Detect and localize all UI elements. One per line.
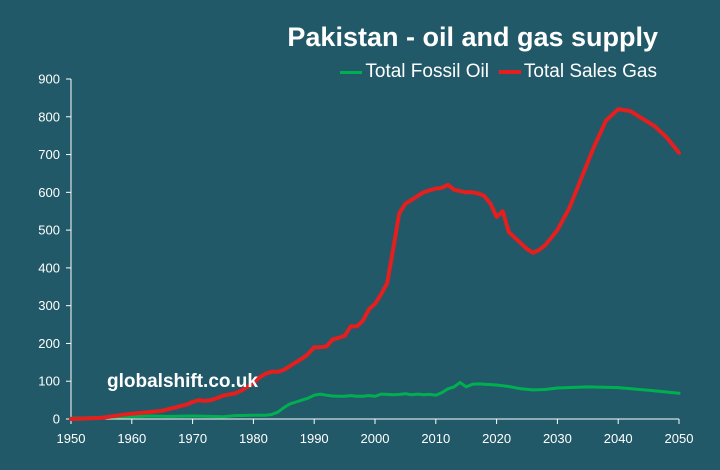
x-tick-label: 1960 xyxy=(117,431,146,446)
y-tick-label: 100 xyxy=(38,374,60,389)
x-tick-label: 2030 xyxy=(543,431,572,446)
x-tick-label: 2020 xyxy=(482,431,511,446)
legend-swatch-gas xyxy=(498,70,521,74)
legend-swatch-oil xyxy=(340,70,363,74)
legend-label-oil: Total Fossil Oil xyxy=(365,61,489,82)
x-tick-label: 2050 xyxy=(665,431,694,446)
series-line-total-fossil-oil xyxy=(69,380,681,420)
y-tick-label: 500 xyxy=(38,223,60,238)
chart-legend: Total Fossil Oil Total Sales Gas xyxy=(330,61,657,83)
watermark-text: globalshift.co.uk xyxy=(107,371,258,392)
legend-label-gas: Total Sales Gas xyxy=(523,61,657,82)
y-tick-label: 900 xyxy=(38,72,60,87)
y-tick-label: 300 xyxy=(38,298,60,313)
x-tick-label: 1970 xyxy=(178,431,207,446)
series-line-total-sales-gas xyxy=(69,107,681,421)
y-tick-label: 200 xyxy=(38,336,60,351)
x-tick-label: 2000 xyxy=(361,431,390,446)
legend-item-oil: Total Fossil Oil xyxy=(340,61,489,83)
y-tick-label: 700 xyxy=(38,147,60,162)
x-tick-label: 1990 xyxy=(300,431,329,446)
x-tick-label: 1980 xyxy=(239,431,268,446)
x-tick-label: 2010 xyxy=(421,431,450,446)
legend-item-gas: Total Sales Gas xyxy=(498,61,657,83)
y-tick-label: 0 xyxy=(53,412,60,427)
chart-title: Pakistan - oil and gas supply xyxy=(287,22,658,52)
x-tick-label: 2040 xyxy=(604,431,633,446)
y-tick-label: 600 xyxy=(38,185,60,200)
y-tick-label: 800 xyxy=(38,109,60,124)
x-tick-label: 1950 xyxy=(57,431,86,446)
y-tick-label: 400 xyxy=(38,260,60,275)
